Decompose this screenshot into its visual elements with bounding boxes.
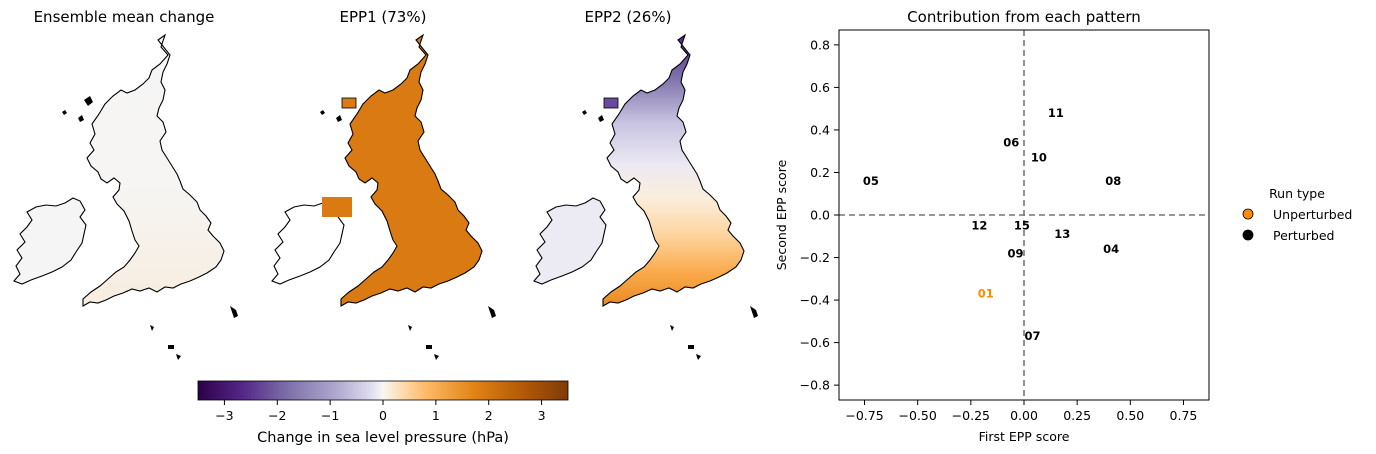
colorbar-tick-label: 1 <box>432 408 440 423</box>
colorbar-ticks: −3 −2 −1 0 1 2 3 <box>215 400 546 423</box>
y-tick-label: 0.8 <box>810 37 830 52</box>
colorbar-gradient <box>197 380 569 401</box>
map-ensemble-mean: Ensemble mean change <box>13 8 238 360</box>
legend-marker-unperturbed <box>1242 208 1254 220</box>
scatter-chart: Contribution from each pattern 010405060… <box>774 8 1210 444</box>
run-label-09: 09 <box>1007 246 1023 260</box>
y-tick-label: 0.2 <box>810 165 830 180</box>
ireland-north-fill <box>322 197 352 217</box>
run-label-01: 01 <box>978 287 994 301</box>
great-britain-shape <box>602 34 745 307</box>
run-label-15: 15 <box>1014 219 1030 233</box>
hebrides-fill <box>603 97 619 109</box>
legend-label-unperturbed: Unperturbed <box>1273 207 1352 222</box>
x-tick-label: 0.25 <box>1063 408 1091 423</box>
map-title-epp1: EPP1 (73%) <box>340 8 427 26</box>
map-epp1: EPP1 (73%) <box>271 8 496 360</box>
legend-marker-perturbed <box>1242 229 1254 241</box>
x-tick-label: −0.50 <box>899 408 937 423</box>
map-epp2: EPP2 (26%) <box>533 8 758 360</box>
chart-title: Contribution from each pattern <box>907 8 1141 26</box>
x-tick-label: 0.50 <box>1116 408 1144 423</box>
ireland-shape <box>13 197 87 285</box>
run-label-04: 04 <box>1103 242 1119 256</box>
x-axis-ticks: −0.75 −0.50 −0.25 0.00 0.25 0.50 0.75 <box>845 400 1197 423</box>
run-label-11: 11 <box>1048 106 1064 120</box>
run-label-07: 07 <box>1024 329 1040 343</box>
colorbar-tick-label: 2 <box>485 408 493 423</box>
y-tick-label: 0.6 <box>810 80 830 95</box>
y-tick-label: −0.6 <box>800 335 830 350</box>
run-label-06: 06 <box>1003 136 1019 150</box>
map-title-epp2: EPP2 (26%) <box>585 8 672 26</box>
y-tick-label: −0.2 <box>800 250 830 265</box>
run-label-05: 05 <box>863 174 879 188</box>
run-label-10: 10 <box>1031 151 1047 165</box>
colorbar: −3 −2 −1 0 1 2 3 Change in sea level pressure … <box>197 380 569 446</box>
colorbar-tick-label: −2 <box>268 408 286 423</box>
y-axis-ticks: −0.8 −0.6 −0.4 −0.2 0.0 0.2 0.4 0.6 0.8 <box>800 37 839 393</box>
scatter-points: 01 04 05 06 07 08 09 10 11 12 13 15 <box>863 106 1121 343</box>
great-britain-shape <box>340 34 483 307</box>
ireland-shape <box>533 197 607 285</box>
x-tick-label: −0.75 <box>845 408 883 423</box>
x-axis-label: First EPP score <box>979 429 1070 444</box>
y-axis-label: Second EPP score <box>774 159 789 270</box>
colorbar-tick-label: 0 <box>379 408 387 423</box>
hebrides-fill <box>341 97 357 109</box>
x-tick-label: 0.00 <box>1010 408 1038 423</box>
legend-label-perturbed: Perturbed <box>1273 228 1334 243</box>
great-britain-shape <box>82 34 225 307</box>
run-label-12: 12 <box>971 219 987 233</box>
legend: Run type Unperturbed Perturbed <box>1242 186 1352 243</box>
reference-lines <box>839 30 1209 400</box>
run-label-08: 08 <box>1105 174 1121 188</box>
run-label-13: 13 <box>1054 227 1070 241</box>
map-title-mean: Ensemble mean change <box>34 8 215 26</box>
y-tick-label: −0.8 <box>800 378 830 393</box>
legend-title: Run type <box>1269 186 1325 201</box>
x-tick-label: −0.25 <box>952 408 990 423</box>
y-tick-label: 0.4 <box>810 122 830 137</box>
y-tick-label: −0.4 <box>800 293 830 308</box>
colorbar-tick-label: −3 <box>215 408 233 423</box>
colorbar-tick-label: 3 <box>538 408 546 423</box>
y-tick-label: 0.0 <box>810 208 830 223</box>
colorbar-label: Change in sea level pressure (hPa) <box>257 430 509 446</box>
colorbar-tick-label: −1 <box>321 408 339 423</box>
x-tick-label: 0.75 <box>1170 408 1198 423</box>
